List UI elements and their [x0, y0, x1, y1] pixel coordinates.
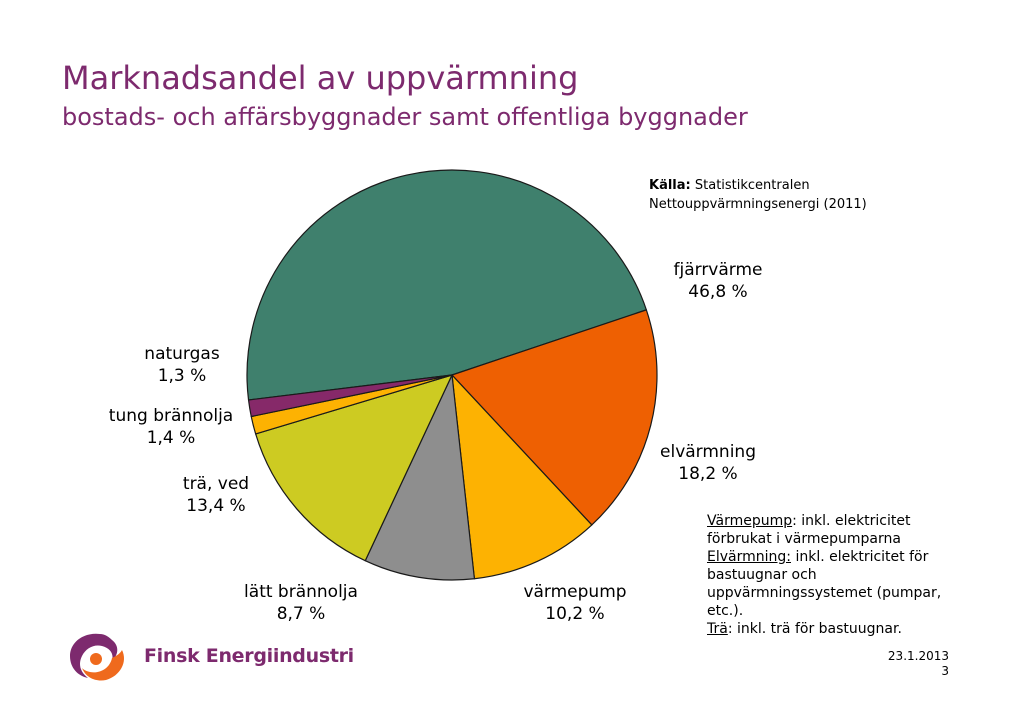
note-text-tra: : inkl. trä för bastuugnar.	[727, 621, 902, 637]
pie-slice-1	[451, 309, 658, 526]
pie-label-2: värmepump 10,2 %	[523, 581, 626, 625]
pie-label-name: naturgas	[144, 344, 220, 364]
source-label: Källa:	[649, 178, 691, 193]
logo-text: Finsk Energiindustri	[144, 645, 354, 667]
page-subtitle: bostads- och affärsbyggnader samt offent…	[62, 103, 748, 131]
pie-label-0: fjärrvärme 46,8 %	[674, 259, 763, 303]
pie-label-value: 8,7 %	[276, 604, 326, 624]
page-title: Marknadsandel av uppvärmning	[62, 59, 579, 97]
pie-label-value: 10,2 %	[545, 604, 605, 624]
pie-label-5: tung brännolja 1,4 %	[109, 405, 233, 449]
source-line1: Statistikcentralen	[694, 178, 810, 193]
source-line2: Nettouppvärmningsenergi (2011)	[649, 197, 867, 212]
logo-purple-swoosh	[70, 633, 118, 678]
source-note: Källa: Statistikcentralen Nettouppvärmni…	[649, 176, 867, 214]
pie-label-name: trä, ved	[182, 474, 250, 494]
note-text-elvarmning: inkl. elektricitet för bastuugnar och up…	[707, 549, 942, 619]
pie-label-3: lätt brännolja 8,7 %	[244, 581, 358, 625]
pie-label-name: värmepump	[523, 582, 627, 602]
footer-date: 23.1.2013	[887, 649, 949, 663]
pie-label-value: 1,3 %	[157, 366, 207, 386]
pie-slice-4	[255, 374, 453, 562]
definitions-note: Värmepump: inkl. elektricitet förbrukat …	[707, 512, 979, 638]
pie-label-value: 18,2 %	[678, 464, 738, 484]
pie-label-value: 46,8 %	[688, 282, 748, 302]
note-text-varmepump: : inkl. elektricitet förbrukat i värmepu…	[707, 513, 911, 547]
page-number: 3	[941, 664, 949, 678]
logo-orange-dot	[90, 653, 102, 665]
pie-slice-6	[247, 374, 453, 418]
pie-label-value: 1,4 %	[146, 428, 196, 448]
note-term-tra: Trä	[707, 621, 728, 637]
finsk-energiindustri-logo	[70, 633, 125, 681]
logo-orange-swoosh	[82, 650, 125, 681]
note-term-elvarmning: Elvärmning:	[707, 549, 791, 565]
pie-label-name: lätt brännolja	[244, 582, 358, 602]
pie-slice-3	[364, 374, 476, 581]
pie-label-value: 13,4 %	[186, 496, 246, 516]
pie-slice-2	[451, 374, 593, 580]
pie-label-name: tung brännolja	[108, 406, 234, 426]
pie-label-6: naturgas 1,3 %	[144, 343, 219, 387]
pie-label-1: elvärmning 18,2 %	[660, 441, 756, 485]
pie-label-name: fjärrvärme	[673, 260, 763, 280]
pie-label-name: elvärmning	[660, 442, 756, 462]
pie-label-4: trä, ved 13,4 %	[183, 473, 249, 517]
note-term-varmepump: Värmepump	[707, 513, 793, 529]
pie-slice-0	[246, 169, 647, 401]
